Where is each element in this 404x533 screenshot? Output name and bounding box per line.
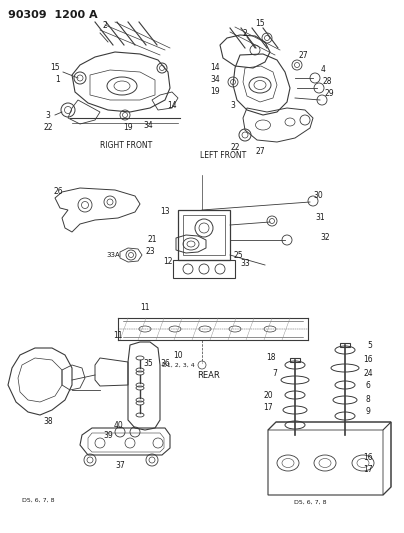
Text: 16: 16	[363, 454, 373, 463]
Text: 3: 3	[46, 110, 50, 119]
Text: 17: 17	[263, 402, 273, 411]
Text: 32: 32	[320, 233, 330, 243]
Text: REAR: REAR	[197, 372, 219, 381]
Text: 26: 26	[53, 188, 63, 197]
Text: 35: 35	[143, 359, 153, 367]
Text: 22: 22	[230, 143, 240, 152]
Text: 12: 12	[163, 257, 173, 266]
Text: 11: 11	[140, 303, 150, 312]
Text: 31: 31	[315, 214, 325, 222]
Text: 40: 40	[113, 421, 123, 430]
Text: D5, 6, 7, 8: D5, 6, 7, 8	[294, 499, 326, 505]
Text: 21: 21	[147, 236, 157, 245]
Text: 28: 28	[322, 77, 332, 86]
Text: 2: 2	[103, 21, 107, 30]
Text: 27: 27	[298, 51, 308, 60]
Text: 14: 14	[210, 63, 220, 72]
Text: 34: 34	[210, 76, 220, 85]
Text: D5, 6, 7, 8: D5, 6, 7, 8	[22, 497, 54, 503]
Text: D1, 2, 3, 4: D1, 2, 3, 4	[162, 362, 194, 367]
Text: 17: 17	[363, 465, 373, 474]
Text: 36: 36	[160, 359, 170, 367]
Text: 14: 14	[167, 101, 177, 109]
Text: 18: 18	[266, 353, 276, 362]
Text: 16: 16	[363, 356, 373, 365]
Text: 20: 20	[263, 391, 273, 400]
Text: 7: 7	[273, 368, 278, 377]
Text: 15: 15	[255, 20, 265, 28]
Text: 29: 29	[324, 90, 334, 99]
Text: RIGHT FRONT: RIGHT FRONT	[100, 141, 152, 149]
Text: 38: 38	[43, 417, 53, 426]
Text: 15: 15	[50, 63, 60, 72]
Text: 90309  1200 A: 90309 1200 A	[8, 10, 98, 20]
Text: 8: 8	[366, 395, 370, 405]
Text: 13: 13	[160, 207, 170, 216]
Text: 33: 33	[240, 260, 250, 269]
Text: 39: 39	[103, 432, 113, 440]
Text: 34: 34	[143, 120, 153, 130]
Text: 27: 27	[255, 148, 265, 157]
Text: 25: 25	[233, 251, 243, 260]
Text: 2: 2	[243, 28, 247, 37]
Text: LEFT FRONT: LEFT FRONT	[200, 150, 246, 159]
Text: 33A: 33A	[106, 252, 120, 258]
Text: 23: 23	[145, 247, 155, 256]
Text: 11: 11	[113, 330, 123, 340]
Text: 6: 6	[366, 382, 370, 391]
Text: 19: 19	[123, 124, 133, 133]
Text: 37: 37	[115, 461, 125, 470]
Text: 4: 4	[320, 66, 326, 75]
Text: 10: 10	[173, 351, 183, 360]
Text: 19: 19	[210, 87, 220, 96]
Text: 30: 30	[313, 191, 323, 200]
Text: 24: 24	[363, 368, 373, 377]
Text: 3: 3	[231, 101, 236, 109]
Text: 5: 5	[368, 342, 372, 351]
Text: 22: 22	[43, 124, 53, 133]
Text: 9: 9	[366, 408, 370, 416]
Text: 1: 1	[56, 76, 60, 85]
